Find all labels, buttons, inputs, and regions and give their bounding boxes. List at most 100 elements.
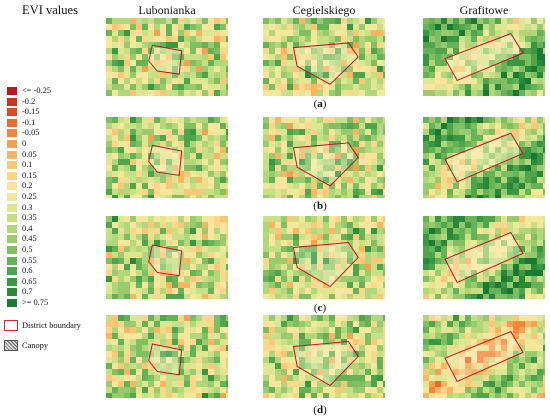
legend-item: 0.4 (7, 224, 32, 234)
legend-item: 0.2 (7, 181, 32, 191)
legend-label: 0.6 (22, 266, 33, 276)
legend-label: 0.25 (22, 192, 37, 201)
legend-item: >= 0.75 (7, 298, 48, 308)
canopy-key: Canopy (4, 340, 48, 351)
legend-swatch (7, 299, 17, 307)
legend-swatch (7, 256, 17, 265)
district-boundary (292, 142, 359, 187)
legend-swatch (7, 150, 17, 159)
legend-swatch (7, 171, 17, 180)
evi-map-lubonianka-c (106, 216, 228, 299)
column-title-lubonianka: Lubonianka (138, 3, 196, 17)
canopy-swatch (4, 340, 18, 351)
district-boundary-key: District boundary (4, 320, 81, 331)
legend-label: 0.45 (22, 234, 37, 244)
legend-swatch (7, 108, 17, 117)
district-boundary (444, 231, 524, 284)
district-boundary-label: District boundary (22, 321, 81, 330)
legend-item: 0.55 (7, 256, 37, 266)
legend-label: 0.3 (22, 202, 33, 212)
evi-map-cegielskiego-b (263, 117, 385, 198)
legend-label: 0.55 (22, 255, 37, 265)
legend-label: 0.7 (22, 287, 33, 297)
canopy-label: Canopy (22, 341, 49, 350)
evi-map-cegielskiego-c (263, 216, 385, 299)
legend-item: 0.15 (7, 171, 37, 181)
legend-item: 0.65 (7, 277, 37, 287)
legend-item: 0.6 (7, 266, 32, 276)
legend-swatch (7, 129, 17, 138)
legend-label: 0.5 (22, 245, 33, 254)
evi-map-grafitowe-d (423, 315, 545, 398)
legend-item: -0.1 (7, 118, 35, 128)
district-boundary (292, 341, 359, 387)
legend-item: -0.2 (7, 97, 35, 107)
evi-map-lubonianka-d (106, 315, 228, 398)
legend-label: 0.35 (22, 213, 37, 223)
column-title-grafitowe: Grafitowe (459, 3, 509, 17)
legend-label: >= 0.75 (22, 298, 49, 307)
legend-label: -0.1 (22, 117, 36, 127)
legend-item: 0.3 (7, 203, 32, 213)
legend-label: 0.1 (22, 160, 33, 170)
legend-swatch (7, 246, 17, 254)
legend-label: 0.15 (22, 170, 37, 180)
evi-map-grafitowe-a (423, 18, 545, 96)
evi-map-lubonianka-b (106, 117, 228, 198)
legend-item: 0.05 (7, 150, 37, 160)
legend-item: 0.35 (7, 213, 37, 223)
legend-label: 0 (22, 139, 27, 148)
row-label-d: (d) (313, 404, 327, 416)
district-boundary (148, 44, 183, 75)
legend-swatch (7, 193, 17, 201)
legend-item: <= -0.25 (7, 86, 51, 96)
legend-item: 0.1 (7, 160, 32, 170)
district-boundary (292, 242, 359, 288)
district-boundary (444, 330, 524, 383)
legend-label: 0.05 (22, 149, 37, 159)
legend-item: 0.45 (7, 234, 37, 244)
legend-item: 0.25 (7, 192, 37, 202)
district-boundary (444, 132, 524, 183)
legend-item: -0.05 (7, 128, 39, 138)
legend-swatch (7, 224, 17, 233)
legend-label: -0.15 (22, 107, 40, 117)
district-boundary (148, 244, 183, 277)
evi-map-grafitowe-c (423, 216, 545, 299)
row-label-c: (c) (313, 302, 327, 314)
legend-swatch (7, 97, 17, 106)
district-boundary (148, 144, 183, 176)
legend-swatch (7, 277, 17, 286)
legend-title: EVI values (22, 3, 78, 17)
column-title-cegielskiego: Cegielskiego (292, 3, 356, 17)
legend-label: 0.4 (22, 223, 33, 233)
evi-map-grafitowe-b (423, 117, 545, 198)
legend-label: -0.05 (22, 128, 40, 138)
row-label-a: (a) (313, 98, 327, 110)
legend-item: 0.7 (7, 287, 32, 297)
legend-item: -0.15 (7, 107, 39, 117)
legend-swatch (7, 267, 17, 276)
legend-label: 0.2 (22, 181, 33, 191)
legend-swatch (7, 203, 17, 212)
legend-label: 0.65 (22, 276, 37, 286)
evi-map-cegielskiego-a (263, 18, 385, 96)
legend-swatch (7, 214, 17, 223)
legend-item: 0 (7, 139, 26, 149)
district-boundary (444, 32, 524, 82)
legend-swatch (7, 161, 17, 170)
legend-label: -0.2 (22, 96, 36, 106)
evi-map-lubonianka-a (106, 18, 228, 96)
district-boundary-swatch (4, 320, 18, 331)
row-label-b: (b) (313, 200, 327, 212)
legend-item: 0.5 (7, 245, 32, 255)
district-boundary (292, 42, 359, 85)
legend-swatch (7, 288, 17, 297)
legend-swatch (7, 235, 17, 244)
evi-map-cegielskiego-d (263, 315, 385, 398)
district-boundary (148, 343, 183, 376)
legend-swatch (7, 182, 17, 191)
legend-swatch (7, 87, 17, 95)
legend-label: <= -0.25 (22, 86, 51, 95)
legend-swatch (7, 118, 17, 127)
